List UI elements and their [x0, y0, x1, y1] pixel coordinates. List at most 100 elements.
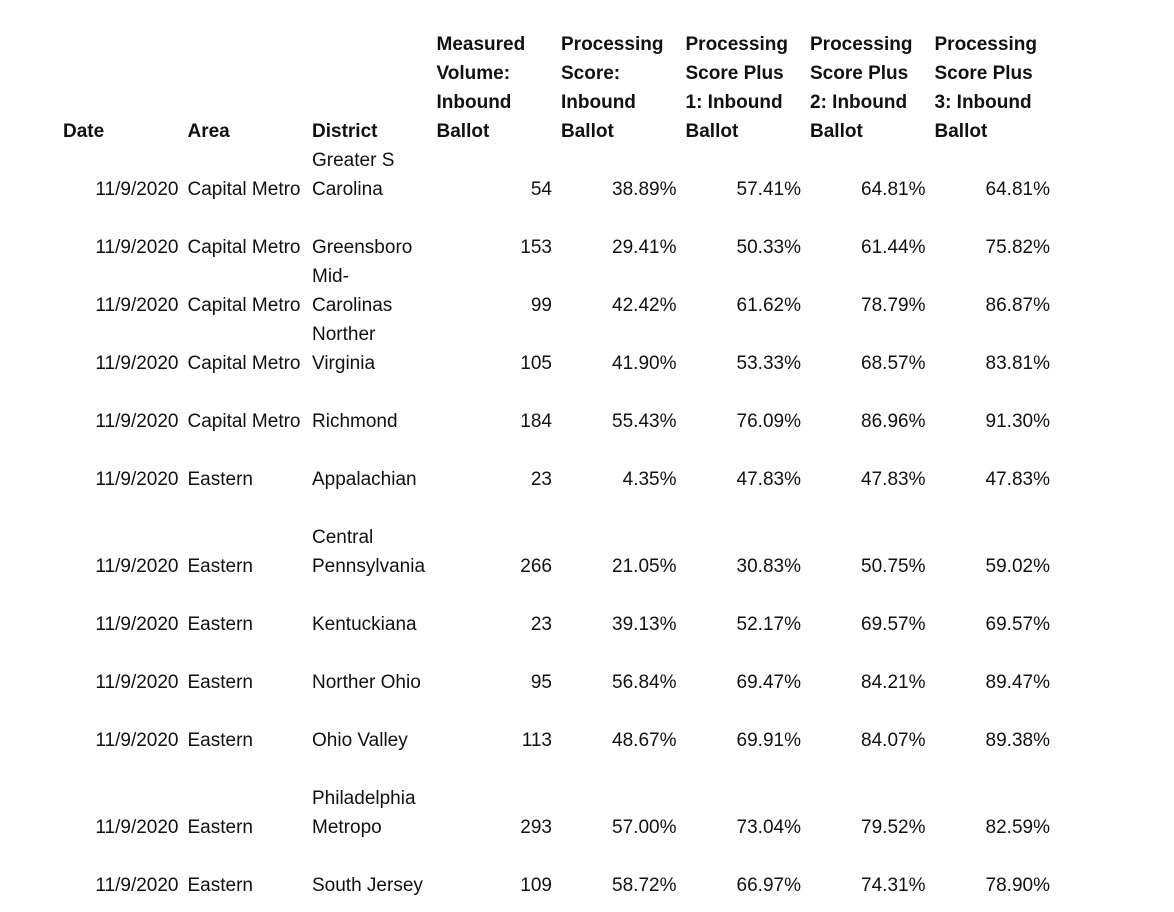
- date-cell: 11/9/2020: [95, 875, 179, 896]
- area-cell: Capital Metro: [187, 353, 301, 374]
- table-row: 11/9/2020 Capital Metro Richmond 184 55.43% 7…: [58, 378, 1054, 436]
- value-cell: 109: [520, 875, 552, 896]
- area-cell: Eastern: [187, 875, 253, 896]
- value-cell: 89.47%: [985, 672, 1050, 693]
- value-cell: 84.07%: [861, 730, 926, 751]
- value-cell: 23: [530, 469, 552, 490]
- value-cell: 57.41%: [736, 179, 801, 200]
- date-cell: 11/9/2020: [95, 179, 179, 200]
- value-cell: 47.83%: [985, 469, 1050, 490]
- area-cell: Eastern: [187, 730, 253, 751]
- value-cell: 56.84%: [612, 672, 677, 693]
- district-cell: Kentuckiana: [312, 614, 417, 635]
- value-cell: 68.57%: [861, 353, 926, 374]
- district-cell: Greensboro: [312, 237, 413, 258]
- value-cell: 52.17%: [736, 614, 801, 635]
- data-table: Date Area District Measured Volume: Inbound…: [58, 30, 1054, 900]
- district-cell: Ohio Valley: [312, 730, 408, 751]
- column-header: Processing Score Plus 3: Inbound Ballot: [934, 34, 1037, 142]
- area-cell: Eastern: [187, 614, 253, 635]
- district-cell: Philadelphia Metropo: [312, 788, 416, 838]
- value-cell: 78.90%: [985, 875, 1050, 896]
- table-row: 11/9/2020 Capital Metro Mid-Carolinas 99 42.…: [58, 262, 1054, 320]
- date-cell: 11/9/2020: [95, 730, 179, 751]
- value-cell: 42.42%: [612, 295, 677, 316]
- table-row: 11/9/2020 Eastern Philadelphia Metropo 293 5…: [58, 755, 1054, 842]
- value-cell: 21.05%: [612, 556, 677, 577]
- value-cell: 39.13%: [612, 614, 677, 635]
- value-cell: 69.91%: [736, 730, 801, 751]
- column-header: Measured Volume: Inbound Ballot: [436, 34, 526, 142]
- district-cell: Mid-Carolinas: [312, 266, 393, 316]
- district-cell: Central Pennsylvania: [312, 527, 426, 577]
- value-cell: 47.83%: [861, 469, 926, 490]
- value-cell: 266: [520, 556, 552, 577]
- table-row: 11/9/2020 Eastern South Jersey 109 58.72% 66.…: [58, 842, 1054, 900]
- district-cell: Norther Virginia: [312, 324, 376, 374]
- column-header: District: [312, 121, 378, 142]
- district-cell: Norther Ohio: [312, 672, 421, 693]
- value-cell: 41.90%: [612, 353, 677, 374]
- value-cell: 69.57%: [861, 614, 926, 635]
- table-row: 11/9/2020 Capital Metro Norther Virginia 10…: [58, 320, 1054, 378]
- date-cell: 11/9/2020: [95, 353, 179, 374]
- value-cell: 53.33%: [736, 353, 801, 374]
- value-cell: 29.41%: [612, 237, 677, 258]
- value-cell: 82.59%: [985, 817, 1050, 838]
- area-cell: Eastern: [187, 672, 253, 693]
- area-cell: Eastern: [187, 469, 253, 490]
- district-cell: Greater S Carolina: [312, 150, 395, 200]
- value-cell: 64.81%: [985, 179, 1050, 200]
- table-row: 11/9/2020 Eastern Kentuckiana 23 39.13% 52.17…: [58, 581, 1054, 639]
- value-cell: 86.87%: [985, 295, 1050, 316]
- value-cell: 99: [530, 295, 552, 316]
- value-cell: 23: [530, 614, 552, 635]
- area-cell: Capital Metro: [187, 295, 301, 316]
- value-cell: 84.21%: [861, 672, 926, 693]
- value-cell: 30.83%: [736, 556, 801, 577]
- district-cell: Richmond: [312, 411, 398, 432]
- area-cell: Capital Metro: [187, 411, 301, 432]
- value-cell: 38.89%: [612, 179, 677, 200]
- value-cell: 59.02%: [985, 556, 1050, 577]
- value-cell: 64.81%: [861, 179, 926, 200]
- date-cell: 11/9/2020: [95, 237, 179, 258]
- area-cell: Capital Metro: [187, 237, 301, 258]
- value-cell: 86.96%: [861, 411, 926, 432]
- column-header: Area: [187, 121, 230, 142]
- table-row: 11/9/2020 Eastern Central Pennsylvania 266 2…: [58, 494, 1054, 581]
- date-cell: 11/9/2020: [95, 672, 179, 693]
- date-cell: 11/9/2020: [95, 469, 179, 490]
- value-cell: 73.04%: [736, 817, 801, 838]
- value-cell: 55.43%: [612, 411, 677, 432]
- value-cell: 66.97%: [736, 875, 801, 896]
- area-cell: Capital Metro: [187, 179, 301, 200]
- value-cell: 61.44%: [861, 237, 926, 258]
- value-cell: 74.31%: [861, 875, 926, 896]
- table-row: 11/9/2020 Eastern Ohio Valley 113 48.67% 69.9…: [58, 697, 1054, 755]
- column-header: Processing Score: Inbound Ballot: [561, 34, 664, 142]
- district-cell: South Jersey: [312, 875, 423, 896]
- date-cell: 11/9/2020: [95, 614, 179, 635]
- value-cell: 78.79%: [861, 295, 926, 316]
- area-cell: Eastern: [187, 817, 253, 838]
- value-cell: 69.47%: [736, 672, 801, 693]
- column-header: Processing Score Plus 1: Inbound Ballot: [685, 34, 788, 142]
- table-row: 11/9/2020 Capital Metro Greater S Carolina…: [58, 146, 1054, 204]
- value-cell: 57.00%: [612, 817, 677, 838]
- value-cell: 89.38%: [985, 730, 1050, 751]
- district-cell: Appalachian: [312, 469, 417, 490]
- value-cell: 153: [520, 237, 552, 258]
- value-cell: 47.83%: [736, 469, 801, 490]
- value-cell: 83.81%: [985, 353, 1050, 374]
- value-cell: 58.72%: [612, 875, 677, 896]
- value-cell: 75.82%: [985, 237, 1050, 258]
- table-head: Date Area District Measured Volume: Inbound…: [58, 30, 1054, 146]
- value-cell: 50.33%: [736, 237, 801, 258]
- column-header: Date: [63, 121, 105, 142]
- value-cell: 54: [530, 179, 552, 200]
- value-cell: 293: [520, 817, 552, 838]
- value-cell: 113: [521, 730, 552, 751]
